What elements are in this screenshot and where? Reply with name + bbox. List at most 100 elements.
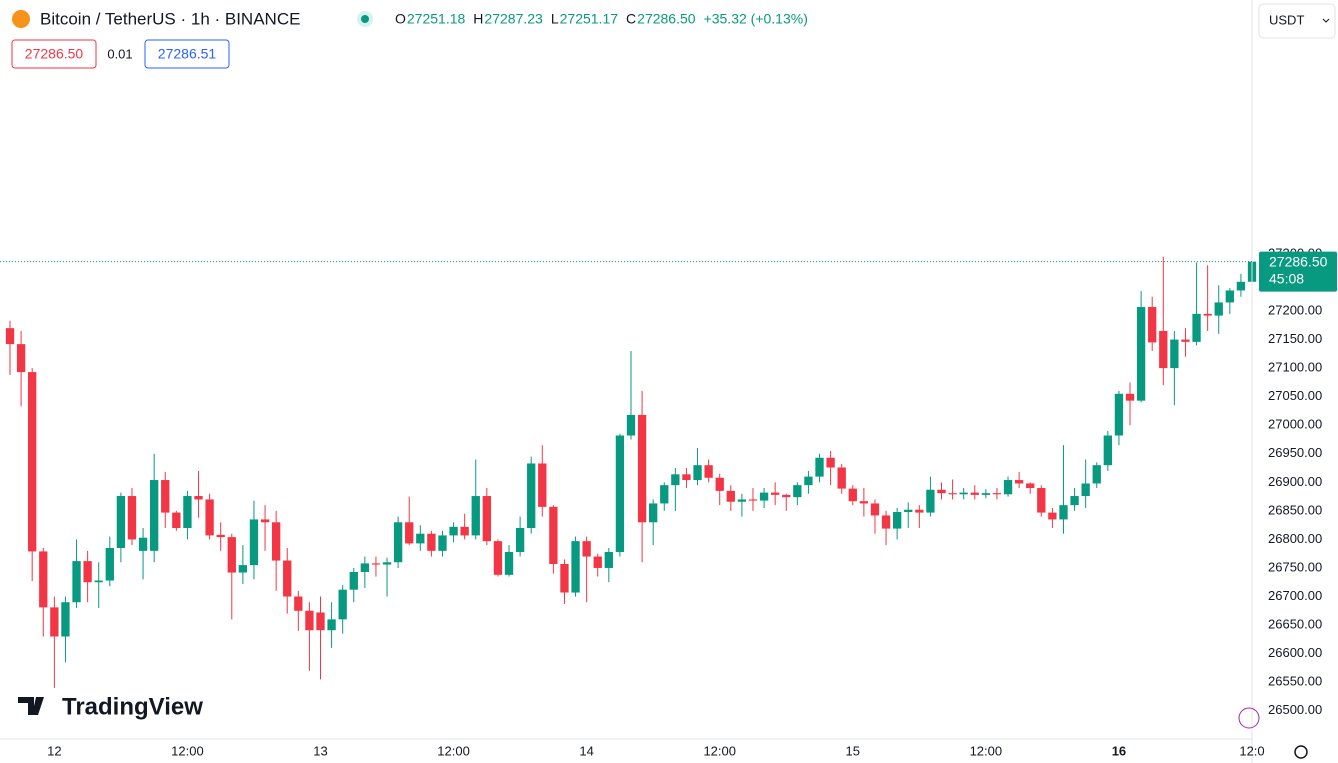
candle-body [1136, 307, 1146, 401]
candle-body [804, 476, 813, 486]
y-tick-label: 27050.00 [1268, 388, 1322, 403]
x-tick-label: 12:00 [703, 743, 736, 758]
candle-body [349, 571, 358, 590]
candle-body [294, 596, 303, 611]
candle-body [1070, 496, 1079, 506]
x-tick-label: 12 [47, 743, 61, 758]
candle-body [205, 499, 214, 536]
candle-body [1103, 435, 1112, 466]
candle-body [693, 465, 702, 481]
candle-body [371, 563, 381, 565]
candle-body [504, 551, 514, 575]
candle-body [72, 561, 81, 603]
settings-icon[interactable] [1294, 745, 1308, 759]
candle-body [238, 565, 248, 573]
candle-body [271, 522, 281, 561]
ohlc-key: C [626, 11, 636, 27]
candle-body [1159, 330, 1168, 369]
candle-body [283, 560, 292, 597]
y-tick-label: 27150.00 [1268, 331, 1322, 346]
ohlc-value: 27251.18 [407, 11, 466, 27]
candle-body [16, 344, 26, 373]
y-tick-label: 27000.00 [1268, 417, 1322, 432]
candle-body [1203, 313, 1212, 316]
candle-body [5, 328, 15, 345]
buy-box[interactable] [144, 39, 230, 69]
candle-body [405, 522, 414, 544]
candle-body [560, 563, 569, 593]
brand-logo [18, 697, 44, 715]
sell-box[interactable] [11, 39, 97, 69]
candle-body [393, 522, 403, 563]
candle-body [859, 501, 869, 504]
candle-body [870, 503, 880, 516]
y-tick-label: 26750.00 [1268, 559, 1322, 574]
candle-body [305, 610, 314, 631]
candle-body [227, 537, 236, 573]
candle-body [1125, 393, 1135, 401]
y-tick-label: 26900.00 [1268, 474, 1322, 489]
candle-body [471, 496, 480, 536]
candle-body [1081, 483, 1090, 497]
candle-body [39, 551, 48, 608]
candle-body [515, 527, 525, 552]
y-tick-label: 26850.00 [1268, 502, 1322, 517]
candle-body [216, 534, 225, 538]
candle-body [327, 619, 336, 631]
candle-body [360, 563, 370, 572]
x-tick-label: 14 [579, 743, 593, 758]
candle-body [1148, 307, 1157, 343]
candle-body [637, 414, 647, 523]
candle-body [726, 490, 735, 502]
flash-icon[interactable] [1238, 707, 1260, 729]
candle-body [970, 492, 979, 495]
candle-body [748, 499, 758, 501]
currency-button[interactable] [1258, 3, 1336, 39]
candle-body [759, 492, 769, 501]
y-tick-label: 26800.00 [1268, 531, 1322, 546]
candle-body [161, 480, 170, 513]
candle-body [1236, 281, 1246, 291]
y-tick-label: 27200.00 [1268, 302, 1322, 317]
candle-body [438, 535, 447, 551]
candle-body [649, 503, 658, 523]
x-tick-label: 12:00 [437, 743, 470, 758]
candle-body [1214, 302, 1223, 316]
candle-body [1048, 512, 1057, 520]
candle-body [150, 480, 159, 551]
candle-body [538, 463, 547, 507]
candle-body [549, 506, 558, 564]
y-tick-label: 27100.00 [1268, 360, 1322, 375]
candle-body [427, 533, 436, 551]
candle-body [105, 547, 114, 581]
ohlc-value: 27287.23 [484, 11, 543, 27]
candle-body [61, 602, 70, 637]
candle-body [493, 541, 503, 575]
candle-body [793, 485, 802, 498]
candle-body [915, 509, 924, 513]
candle-body [948, 493, 957, 495]
x-tick-label: 16 [1112, 743, 1126, 758]
x-tick-label: 12:00 [171, 743, 204, 758]
candle-body [604, 551, 613, 568]
candle-body [83, 561, 92, 583]
candle-body [981, 493, 991, 495]
candle-body [1114, 393, 1124, 436]
candle-body [449, 526, 458, 536]
y-tick-label: 26600.00 [1268, 645, 1322, 660]
ohlc-value: 27286.50 [637, 11, 696, 27]
sell-price: 27286.50 [25, 46, 84, 62]
change: +35.32 (+0.13%) [704, 11, 808, 27]
symbol: Bitcoin / TetherUS · 1h · BINANCE [40, 9, 300, 28]
currency: USDT [1269, 12, 1304, 27]
candle-body [715, 477, 724, 491]
x-tick-label: 13 [313, 743, 327, 758]
candle-body [460, 526, 469, 536]
candle-body [1026, 483, 1035, 489]
candle-body [1181, 339, 1190, 342]
candle-body [826, 457, 835, 468]
candle-body [194, 496, 203, 500]
candle-body [782, 494, 791, 498]
ohlc-key: O [395, 11, 406, 27]
last-price-label: 27286.50 [1269, 253, 1328, 269]
